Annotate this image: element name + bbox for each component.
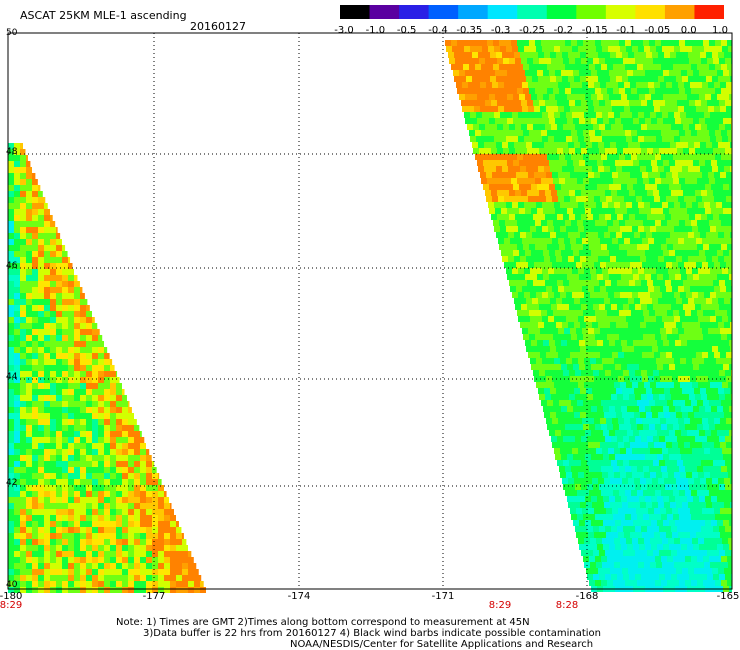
colorbar-label: -0.1 [616,25,636,36]
colorbar-segment [458,5,489,19]
note-line-1: Note: 1) Times are GMT 2)Times along bot… [116,617,530,628]
lon-label-165: -165 [716,591,740,602]
colorbar-label: -0.15 [581,25,608,36]
colorbar-segment [340,5,371,19]
time-label: 8:28 [555,600,579,611]
colorbar-label: -0.2 [553,25,574,36]
lat-label-46: 46 [6,261,18,271]
product-date: 20160127 [190,20,246,33]
lat-label-42: 42 [6,478,18,488]
colorbar-label: -0.4 [428,25,448,36]
time-label: 8:29 [0,600,23,611]
colorbar-segment [576,5,607,19]
note-line-2: 3)Data buffer is 22 hrs from 20160127 4)… [143,628,601,639]
lat-label-40: 40 [6,580,18,590]
colorbar-segment [635,5,666,19]
plot-frame [7,32,733,590]
colorbar-segment [694,5,724,19]
colorbar-label: -1.0 [365,25,386,36]
product-title: ASCAT 25KM MLE-1 ascending [20,9,187,22]
colorbar-label: -0.25 [519,25,545,36]
lon-label-171: -171 [431,591,455,602]
lon-label-180: -180 [0,591,23,602]
colorbar-label: -0.5 [396,25,417,36]
colorbar-segment [664,5,696,19]
colorbar-label: 1.0 [712,25,728,36]
lon-label-168: -168 [575,591,599,602]
time-label: 8:29 [488,600,512,611]
colorbar-segment [428,5,459,19]
lat-label-48: 48 [6,147,18,157]
colorbar-label: -0.05 [644,25,671,36]
colorbar-label: 0.0 [680,25,697,36]
colorbar-segment [399,5,430,19]
colorbar-segment [487,5,518,19]
lon-label-177: -177 [142,591,166,602]
colorbar-segment [605,5,636,19]
lat-label-44: 44 [6,372,18,382]
colorbar-segment [517,5,548,19]
colorbar-label: -0.3 [490,25,511,36]
colorbar-segment [546,5,577,19]
lat-label-50: 50 [6,28,18,38]
colorbar [340,5,724,19]
graticule [8,33,732,589]
swath-data [8,40,732,593]
lon-label-174: -174 [287,591,311,602]
colorbar-label: -3.0 [334,25,354,36]
colorbar-segment [369,5,400,19]
note-line-3: NOAA/NESDIS/Center for Satellite Applica… [290,639,594,650]
colorbar-label: -0.35 [456,25,483,36]
